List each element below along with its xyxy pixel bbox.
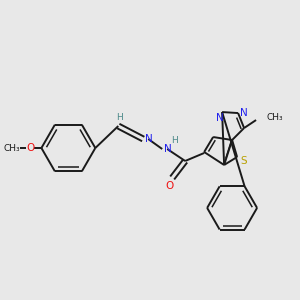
Text: H: H xyxy=(116,112,123,122)
Text: N: N xyxy=(164,144,172,154)
Text: O: O xyxy=(26,143,34,153)
Text: CH₃: CH₃ xyxy=(4,143,20,152)
Text: CH₃: CH₃ xyxy=(266,112,283,122)
Text: N: N xyxy=(216,113,224,123)
Text: O: O xyxy=(165,181,173,191)
Text: H: H xyxy=(171,136,178,145)
Text: N: N xyxy=(240,108,248,118)
Text: S: S xyxy=(241,156,247,166)
Text: N: N xyxy=(146,134,153,144)
